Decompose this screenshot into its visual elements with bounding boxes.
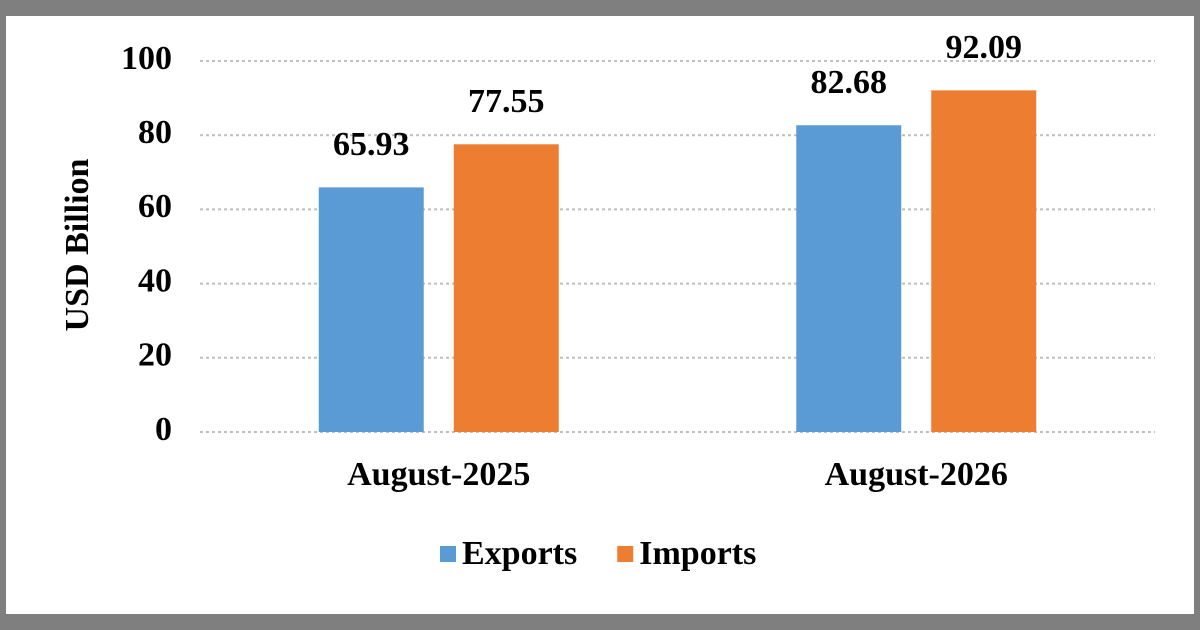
y-tick-label: 80 (138, 114, 172, 151)
legend-label: Exports (462, 535, 577, 572)
bar (796, 125, 902, 432)
y-tick-label: 0 (155, 411, 172, 448)
y-tick-label: 100 (121, 40, 172, 77)
bar (318, 187, 424, 432)
value-label: 77.55 (468, 83, 545, 120)
x-tick-label: August-2025 (347, 456, 530, 493)
bar (453, 144, 559, 433)
y-tick-label: 40 (138, 262, 172, 299)
y-tick-label: 60 (138, 188, 172, 225)
y-axis-title: USD Billion (59, 158, 96, 331)
value-label: 82.68 (811, 64, 888, 101)
y-tick-label: 20 (138, 337, 172, 374)
x-tick-label: August-2026 (825, 456, 1008, 493)
value-label: 65.93 (333, 126, 410, 163)
legend-swatch (440, 546, 456, 562)
bar (931, 90, 1037, 432)
legend-swatch (617, 546, 634, 562)
value-label: 92.09 (946, 29, 1023, 66)
legend-label: Imports (639, 535, 756, 572)
